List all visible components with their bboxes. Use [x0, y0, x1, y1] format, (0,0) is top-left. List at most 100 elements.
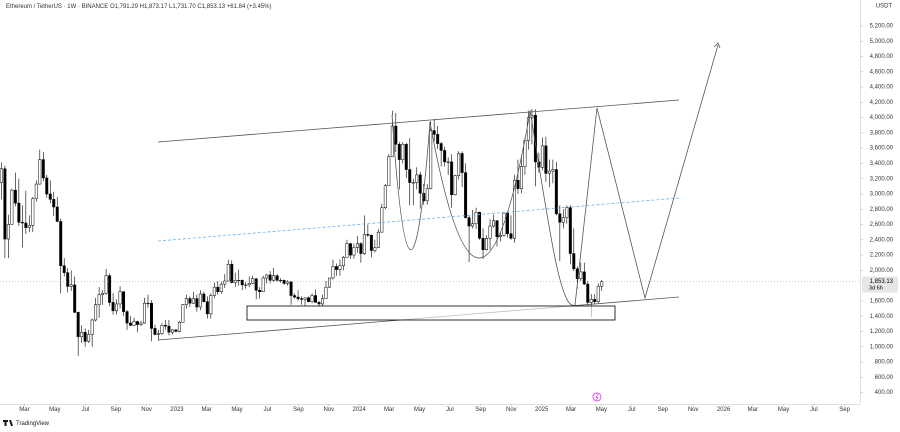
x-tick-label: Nov	[688, 407, 699, 413]
candle-body	[345, 243, 349, 258]
candle-body	[261, 277, 265, 292]
symbol: Ethereum / TetherUS · 1W · BINANCE	[6, 4, 108, 10]
candle-body	[554, 169, 558, 215]
candle-body	[317, 302, 321, 305]
candle-body	[352, 247, 356, 256]
x-tick-label: Sep	[293, 407, 304, 413]
candle-body	[3, 168, 7, 240]
candle-body	[596, 286, 600, 302]
candle-body	[136, 321, 139, 325]
candle-body	[303, 297, 307, 300]
candle-body	[115, 303, 119, 312]
last-price-tag	[862, 276, 898, 293]
candle-body	[87, 334, 91, 342]
candle-body	[425, 188, 429, 202]
candle-body	[150, 302, 153, 329]
candle-body	[244, 284, 248, 286]
candle-body	[519, 166, 523, 189]
x-tick-label: Nov	[506, 407, 517, 413]
candle-body	[387, 156, 391, 186]
candle-body	[547, 170, 551, 174]
candle-body	[551, 169, 555, 172]
candle-body	[338, 265, 342, 270]
candle-body	[90, 319, 94, 335]
y-tick-label: 4,800.00	[870, 54, 894, 60]
candle-body	[83, 331, 87, 342]
candle-body	[160, 325, 164, 334]
candle-body	[600, 281, 604, 287]
candle-body	[223, 280, 227, 285]
candle-body	[586, 283, 590, 303]
candle-body	[55, 206, 59, 222]
candle-body	[69, 284, 73, 287]
candle-body	[146, 302, 150, 305]
candle-body	[474, 212, 478, 225]
candle-body	[415, 174, 419, 183]
candle-body	[80, 331, 84, 338]
candle-body	[516, 179, 520, 189]
ohlc-open: O1,791.29	[110, 4, 139, 10]
x-tick-label: Sep	[475, 407, 486, 413]
candle-body	[443, 150, 447, 163]
candle-body	[533, 115, 537, 163]
candle-body	[94, 304, 98, 321]
y-tick-label: 1,400.00	[870, 314, 894, 320]
candle-body	[418, 174, 422, 194]
arc	[429, 111, 531, 259]
candle-body	[282, 280, 286, 284]
candle-body	[17, 202, 21, 223]
candle-body	[191, 298, 195, 304]
candle-body	[492, 220, 495, 227]
x-tick-label: 2024	[352, 407, 366, 413]
candle-body	[471, 223, 475, 227]
candle-body	[314, 295, 317, 303]
candle-body	[163, 325, 167, 327]
candle-body	[230, 263, 234, 283]
x-tick-label: Sep	[839, 407, 850, 413]
candle-body	[394, 125, 398, 145]
candle-body	[355, 243, 359, 248]
candle-body	[488, 225, 492, 239]
candle-body	[582, 271, 586, 285]
y-tick-label: 4,400.00	[870, 85, 894, 91]
candle-body	[279, 280, 283, 282]
candle-body	[52, 199, 56, 208]
y-tick-label: 2,600.00	[870, 222, 894, 228]
y-tick-label: 1,000.00	[870, 344, 894, 350]
y-tick-label: 4,600.00	[870, 69, 894, 75]
y-tick-label: 4,000.00	[870, 115, 894, 121]
candle-body	[177, 322, 181, 332]
candle-body	[209, 295, 213, 315]
candle-body	[13, 189, 17, 204]
candle-body	[122, 291, 126, 312]
ohlc-high: H1,873.17	[140, 4, 168, 10]
y-tick-label: 3,200.00	[870, 176, 894, 182]
candle-body	[366, 234, 370, 236]
candle-body	[300, 298, 304, 300]
candle-body	[76, 312, 80, 338]
candle-body	[268, 274, 272, 281]
brand-name: TradingView	[16, 421, 50, 427]
candle-body	[101, 293, 105, 296]
candle-body	[240, 280, 244, 286]
candle-body	[59, 221, 63, 267]
candle-body	[20, 221, 24, 224]
candle-body	[45, 177, 49, 195]
candle-body	[331, 266, 335, 279]
candle-body	[334, 266, 338, 270]
y-tick-label: 600.00	[875, 375, 894, 381]
x-tick-label: Mar	[19, 407, 29, 413]
replay-icon[interactable]	[592, 392, 602, 402]
y-tick-label: 400.00	[875, 390, 894, 396]
x-tick-label: 2025	[535, 407, 549, 413]
candle-body	[589, 299, 593, 303]
x-tick-label: Nov	[323, 407, 334, 413]
candle-body	[572, 253, 576, 270]
candle-body	[205, 301, 209, 315]
candle-body	[143, 302, 146, 324]
candle-body	[153, 328, 157, 335]
candle-body	[373, 247, 377, 251]
candle-body	[184, 298, 188, 305]
candle-body	[48, 193, 52, 200]
